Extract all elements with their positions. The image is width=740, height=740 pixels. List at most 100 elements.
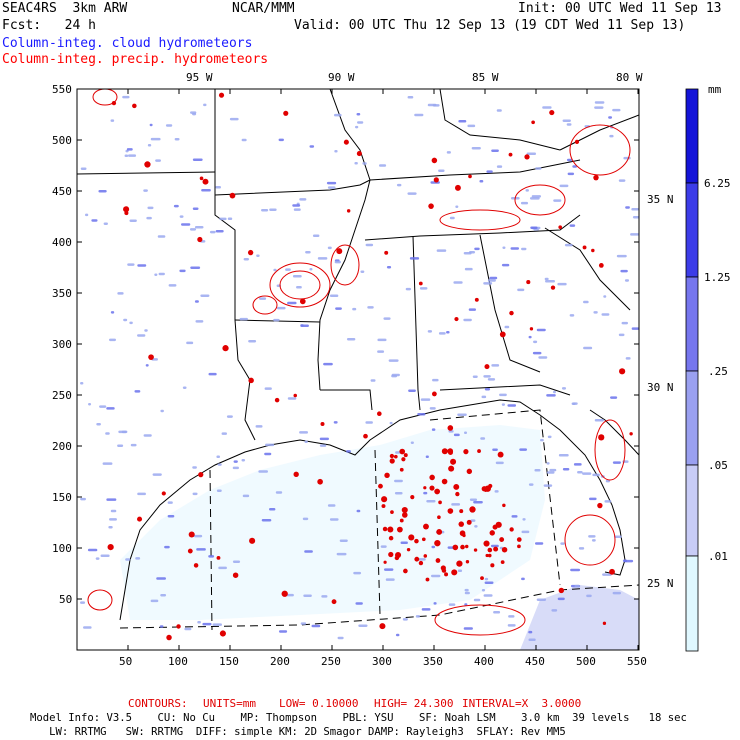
- cloud-fleck: [567, 172, 575, 176]
- colorbar-bin: [685, 464, 699, 557]
- cloud-fleck: [106, 498, 117, 501]
- cloud-fleck: [124, 154, 129, 158]
- axis-ticks: [76, 88, 639, 651]
- cloud-fleck: [631, 208, 639, 211]
- precip-dot: [597, 502, 603, 509]
- precip-dot: [124, 211, 129, 216]
- y-tick-label: 450: [52, 185, 72, 198]
- cloud-fleck: [110, 119, 115, 122]
- cloud-fleck: [304, 550, 313, 553]
- cloud-fleck: [566, 158, 573, 162]
- cloud-fleck: [149, 123, 153, 127]
- cloud-fleck: [367, 306, 374, 309]
- cloud-fleck: [571, 402, 576, 405]
- lon-label-85w: 85 W: [472, 71, 499, 84]
- precip-dot: [459, 530, 466, 537]
- precip-dot: [477, 449, 481, 453]
- cloud-fleck: [396, 183, 402, 187]
- offshore-boundary-3: [429, 409, 561, 586]
- cloud-fleck: [593, 311, 598, 314]
- cloud-fleck: [275, 491, 283, 494]
- precip-dot: [198, 472, 204, 478]
- precip-dot: [558, 225, 563, 229]
- cloud-fleck: [592, 473, 600, 477]
- init-time: Init: 00 UTC Wed 11 Sep 13: [518, 1, 722, 16]
- cloud-fleck: [601, 313, 610, 316]
- cloud-fleck: [278, 630, 288, 633]
- precip-dot: [460, 544, 465, 550]
- cloud-fleck: [469, 498, 478, 502]
- cloud-fleck: [438, 169, 445, 172]
- cloud-fleck: [458, 120, 467, 123]
- precip-dot: [524, 154, 530, 160]
- precip-dot: [473, 548, 478, 552]
- x-tick-label: 250: [321, 655, 341, 668]
- cloud-fleck: [436, 249, 447, 252]
- cloud-fleck: [143, 189, 148, 192]
- cloud-fleck: [535, 167, 542, 170]
- cloud-fleck: [156, 577, 166, 580]
- precip-dot: [188, 531, 195, 538]
- colorbar-bin: [685, 276, 699, 372]
- precip-dot: [490, 563, 495, 568]
- contour-cell-ar: [269, 262, 331, 308]
- cloud-fleck: [321, 595, 328, 598]
- cloud-fleck: [192, 466, 197, 469]
- cloud-fleck: [202, 622, 212, 626]
- cloud-fleck: [473, 500, 483, 504]
- model-info-line-2: LW: RRTMG SW: RRTMG DIFF: simple KM: 2D …: [30, 726, 566, 738]
- cloud-fleck: [218, 566, 227, 570]
- precip-dot: [229, 192, 236, 199]
- colorbar-unit: mm: [708, 83, 722, 96]
- field-label-precip: Column-integ. precip. hydrometeors: [2, 52, 269, 67]
- cloud-fleck: [261, 519, 272, 522]
- cloud-fleck: [612, 108, 621, 112]
- cloud-fleck: [241, 458, 246, 462]
- cloud-fleck: [265, 443, 275, 447]
- precip-dot: [499, 331, 506, 338]
- cloud-fleck: [463, 627, 473, 630]
- cloud-fleck: [519, 448, 528, 451]
- colorbar-bin: [685, 555, 699, 652]
- precip-dot: [499, 537, 505, 542]
- cloud-fleck: [474, 247, 480, 251]
- cloud-fleck: [346, 450, 351, 453]
- cloud-fleck: [155, 159, 161, 162]
- cloud-fleck: [144, 329, 148, 332]
- cloud-fleck: [409, 257, 420, 260]
- precip-dot: [447, 448, 454, 455]
- contour-high: HIGH= 24.300: [374, 697, 454, 710]
- cloud-fleck: [625, 357, 631, 360]
- cloud-fleck: [487, 378, 496, 381]
- contour-cell-ar-2: [252, 295, 278, 315]
- cloud-fleck: [423, 491, 428, 495]
- precip-dot: [414, 538, 419, 544]
- model-title: SEAC4RS 3km ARW: [2, 1, 128, 16]
- cloud-fleck: [192, 158, 203, 161]
- precip-dot: [336, 248, 343, 255]
- cloud-fleck: [146, 216, 152, 220]
- precip-dot: [629, 432, 633, 436]
- precip-dot: [444, 572, 449, 577]
- precip-dot: [480, 576, 484, 581]
- mississippi-river: [317, 179, 371, 391]
- cloud-fleck: [326, 181, 337, 185]
- cloud-fleck: [358, 624, 368, 627]
- precip-dot: [463, 449, 469, 455]
- cloud-fleck: [165, 124, 173, 127]
- cloud-fleck: [525, 189, 529, 192]
- cloud-fleck: [121, 430, 127, 434]
- cloud-fleck: [215, 229, 224, 233]
- cloud-fleck: [299, 198, 307, 201]
- cloud-fleck: [605, 479, 610, 483]
- precip-dot: [456, 560, 463, 567]
- x-tick-label: 550: [627, 655, 647, 668]
- cloud-fleck: [273, 318, 280, 322]
- cloud-fleck: [370, 379, 376, 382]
- cloud-fleck: [173, 204, 179, 208]
- cloud-fleck: [329, 518, 339, 521]
- cloud-fleck: [559, 184, 569, 188]
- cloud-fleck: [557, 597, 565, 601]
- cloud-fleck: [137, 334, 146, 337]
- cloud-fleck: [394, 479, 403, 483]
